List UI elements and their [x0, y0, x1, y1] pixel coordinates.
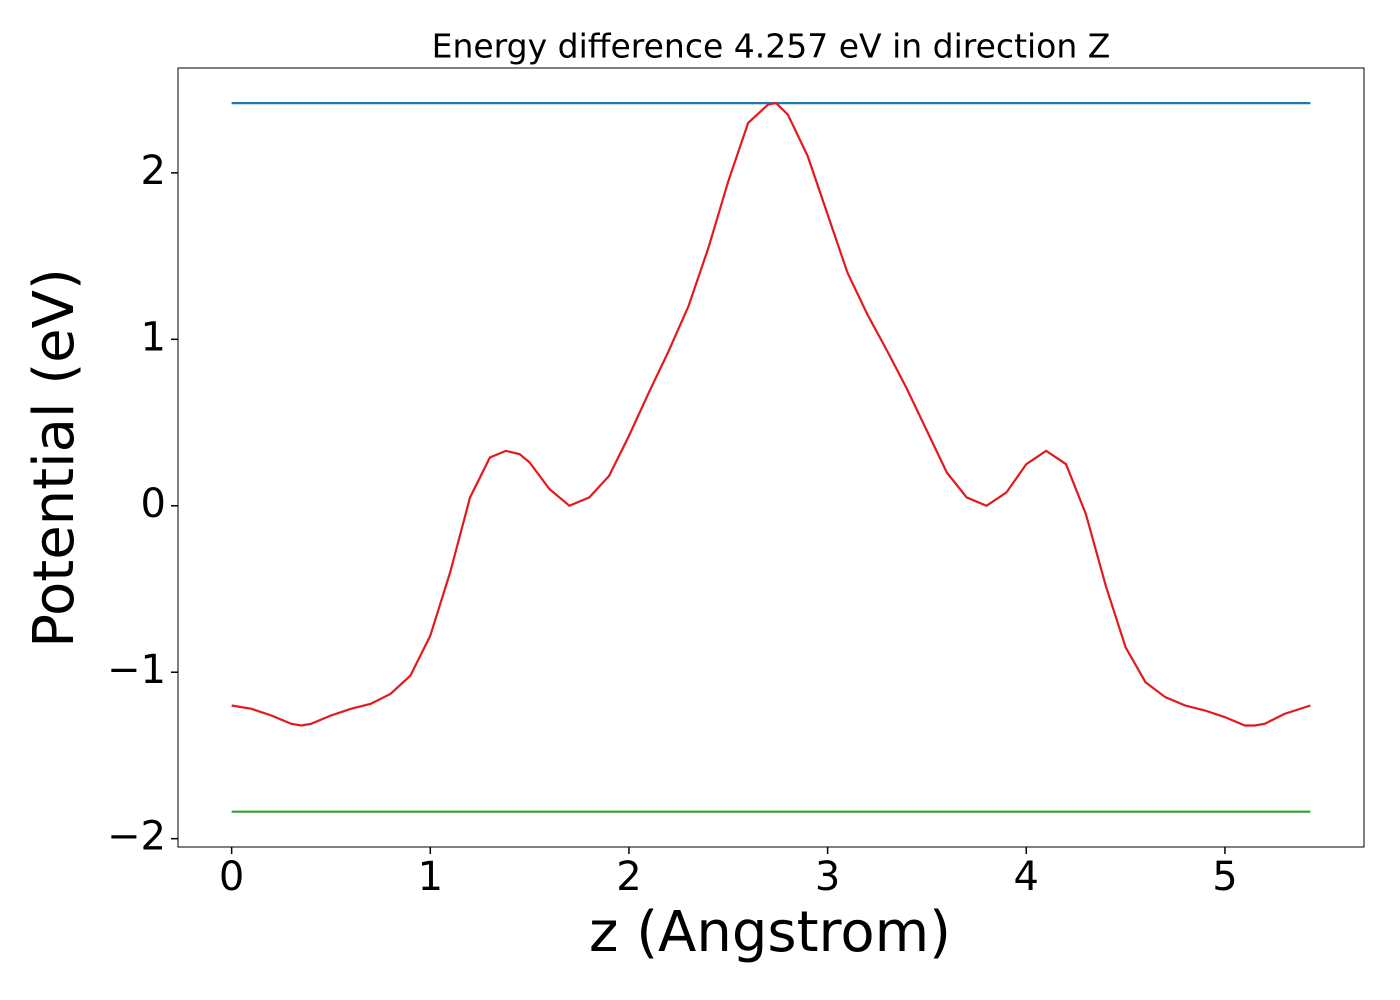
x-tick-label: 5: [1212, 854, 1237, 900]
x-axis-label: z (Angstrom): [589, 900, 951, 965]
y-axis-label: Potential (eV): [22, 268, 87, 648]
y-tick-label: −2: [107, 814, 166, 860]
x-tick-label: 3: [815, 854, 840, 900]
plot-frame: [177, 67, 1365, 848]
x-tick-label: 2: [616, 854, 641, 900]
x-tick-label: 0: [219, 854, 244, 900]
line-series: [231, 101, 1311, 727]
chart-title: Energy difference 4.257 eV in direction …: [432, 27, 1111, 66]
y-tick-label: 0: [141, 481, 166, 527]
x-tick-label: 4: [1014, 854, 1039, 900]
y-tick-label: −1: [107, 647, 166, 693]
y-tick-label: 2: [141, 148, 166, 194]
x-tick-label: 1: [418, 854, 443, 900]
y-tick-label: 1: [141, 314, 166, 360]
